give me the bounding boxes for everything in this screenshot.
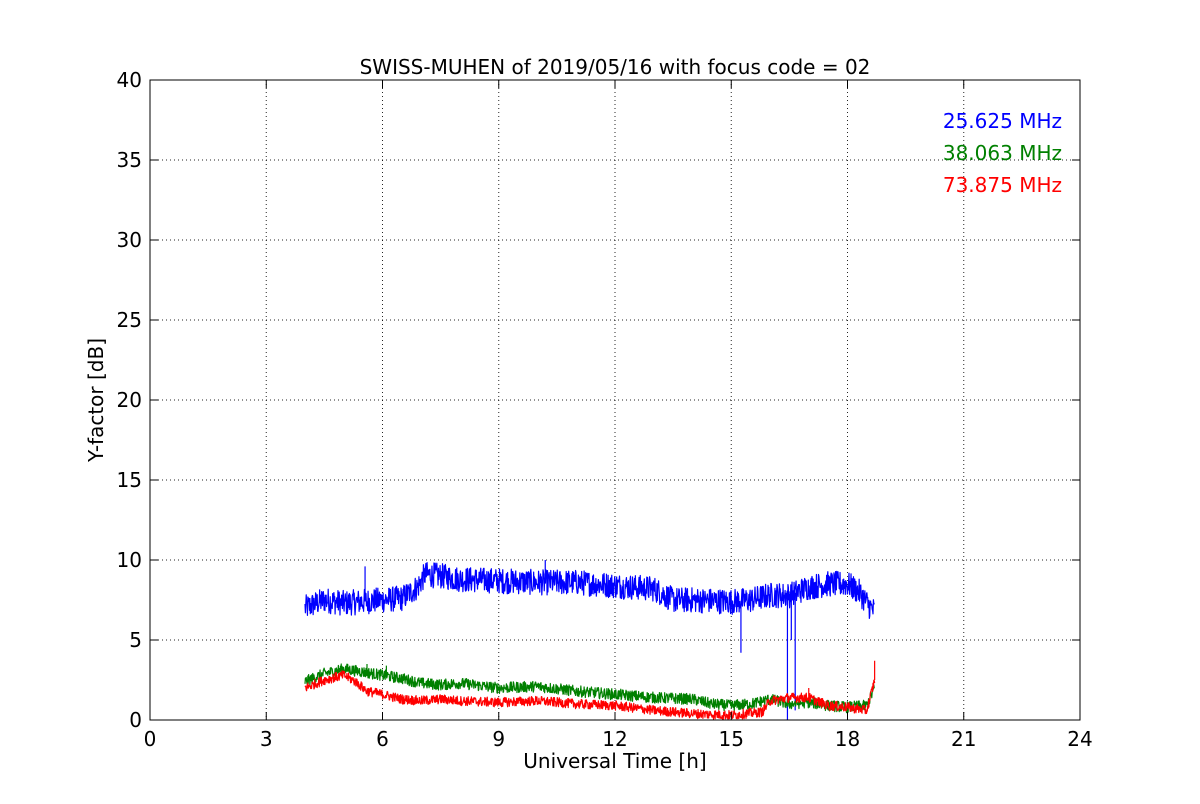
grid — [150, 80, 1080, 720]
series-2 — [304, 660, 876, 720]
x-axis-label: Universal Time [h] — [523, 749, 706, 773]
chart-title: SWISS-MUHEN of 2019/05/16 with focus cod… — [360, 55, 871, 79]
series-line — [304, 560, 875, 720]
y-tick-label: 10 — [117, 548, 142, 572]
series-line — [304, 660, 876, 720]
x-tick-label: 24 — [1067, 727, 1092, 751]
y-tick-label: 5 — [129, 628, 142, 652]
x-tick-label: 15 — [719, 727, 744, 751]
y-tick-label: 0 — [129, 708, 142, 732]
series-line — [304, 663, 875, 714]
x-tick-label: 0 — [144, 727, 157, 751]
x-tick-label: 6 — [376, 727, 389, 751]
x-tick-label: 18 — [835, 727, 860, 751]
series-layer — [304, 560, 876, 720]
legend: 25.625 MHz 38.063 MHz 73.875 MHz — [943, 109, 1062, 197]
y-tick-label: 25 — [117, 308, 142, 332]
y-axis-label: Y-factor [dB] — [84, 338, 108, 463]
y-tick-label: 15 — [117, 468, 142, 492]
x-tick-label: 9 — [492, 727, 505, 751]
legend-entry: 73.875 MHz — [943, 173, 1062, 197]
series-1 — [304, 663, 875, 714]
legend-entry: 38.063 MHz — [943, 141, 1062, 165]
axis-ticks: 0 3 6 9 12 15 18 21 24 0 5 10 15 20 25 30 35 40 — [117, 68, 1093, 751]
y-tick-label: 35 — [117, 148, 142, 172]
y-tick-label: 30 — [117, 228, 142, 252]
x-tick-label: 21 — [951, 727, 976, 751]
x-tick-label: 3 — [260, 727, 273, 751]
y-tick-label: 40 — [117, 68, 142, 92]
x-tick-label: 12 — [602, 727, 627, 751]
legend-entry: 25.625 MHz — [943, 109, 1062, 133]
series-0 — [304, 560, 875, 720]
y-tick-label: 20 — [117, 388, 142, 412]
